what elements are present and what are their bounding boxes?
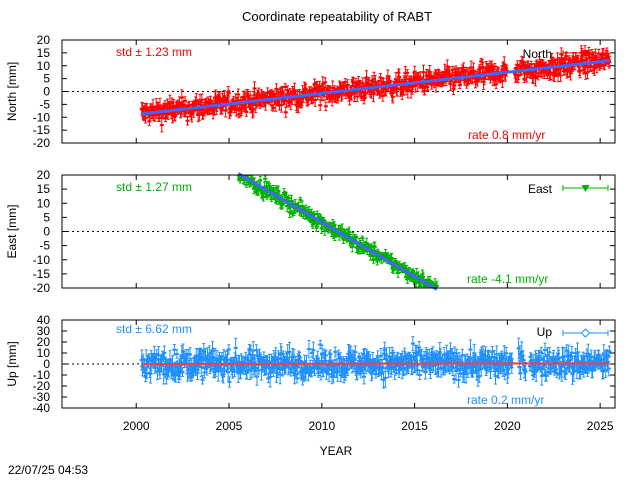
north-x-ticks — [135, 40, 601, 143]
up-y-tick-label: 20 — [37, 335, 51, 349]
north-y-tick-label: -20 — [33, 136, 51, 150]
up-y-tick-label: 10 — [37, 346, 51, 360]
east-y-axis-label: East [mm] — [5, 204, 19, 258]
east-legend-marker — [562, 185, 609, 192]
north-y-tick-label: 0 — [43, 85, 50, 99]
north-y-axis-label: North [mm] — [5, 62, 19, 121]
east-y-tick-label: -5 — [39, 239, 50, 253]
up-y-tick-label: 40 — [37, 313, 51, 327]
up-y-tick-label: 0 — [43, 357, 50, 371]
chart-title: Coordinate repeatability of RABT — [242, 9, 432, 24]
north-y-tick-label: 15 — [37, 46, 51, 60]
north-legend-marker — [562, 50, 609, 56]
north-legend-label: North — [523, 47, 552, 61]
north-trend-line — [141, 59, 610, 116]
east-y-tick-label: 0 — [43, 225, 50, 239]
north-y-tick-label: 20 — [37, 33, 51, 47]
east-x-ticks — [135, 175, 601, 288]
north-y-tick-label: 10 — [37, 59, 51, 73]
up-y-tick-label: -30 — [33, 390, 51, 404]
north-y-tick-label: -10 — [33, 110, 51, 124]
north-y-tick-label: -15 — [33, 123, 51, 137]
east-legend-label: East — [528, 182, 553, 196]
north-y-tick-label: -5 — [39, 97, 50, 111]
east-plot-frame — [61, 174, 616, 289]
north-legend: North — [523, 47, 609, 61]
north-plot-frame — [61, 39, 616, 144]
east-std-label: std ± 1.27 mm — [116, 180, 192, 194]
up-data — [139, 336, 612, 389]
east-y-tick-label: -15 — [33, 267, 51, 281]
up-y-tick-label: -20 — [33, 379, 51, 393]
up-y-tick-label: 30 — [37, 324, 51, 338]
east-legend: East — [528, 182, 609, 196]
east-y-tick-label: -20 — [33, 281, 51, 295]
east-y-tick-label: 20 — [37, 168, 51, 182]
north-std-label: std ± 1.23 mm — [116, 45, 192, 59]
up-y-tick-label: -10 — [33, 368, 51, 382]
east-legend-symbol — [581, 185, 590, 192]
east-y-tick-label: 5 — [43, 210, 50, 224]
east-y-tick-label: 10 — [37, 196, 51, 210]
east-trend-line — [237, 172, 438, 291]
north-legend-symbol — [582, 50, 589, 56]
north-y-tick-label: 5 — [43, 72, 50, 86]
east-y-tick-label: -10 — [33, 253, 51, 267]
east-rate-label: rate -4.1 mm/yr — [467, 272, 548, 286]
east-y-tick-label: 15 — [37, 182, 51, 196]
north-rate-label: rate 0.8 mm/yr — [468, 128, 545, 142]
up-y-axis-label: Up [mm] — [5, 341, 19, 386]
up-y-tick-label: -40 — [33, 401, 51, 415]
